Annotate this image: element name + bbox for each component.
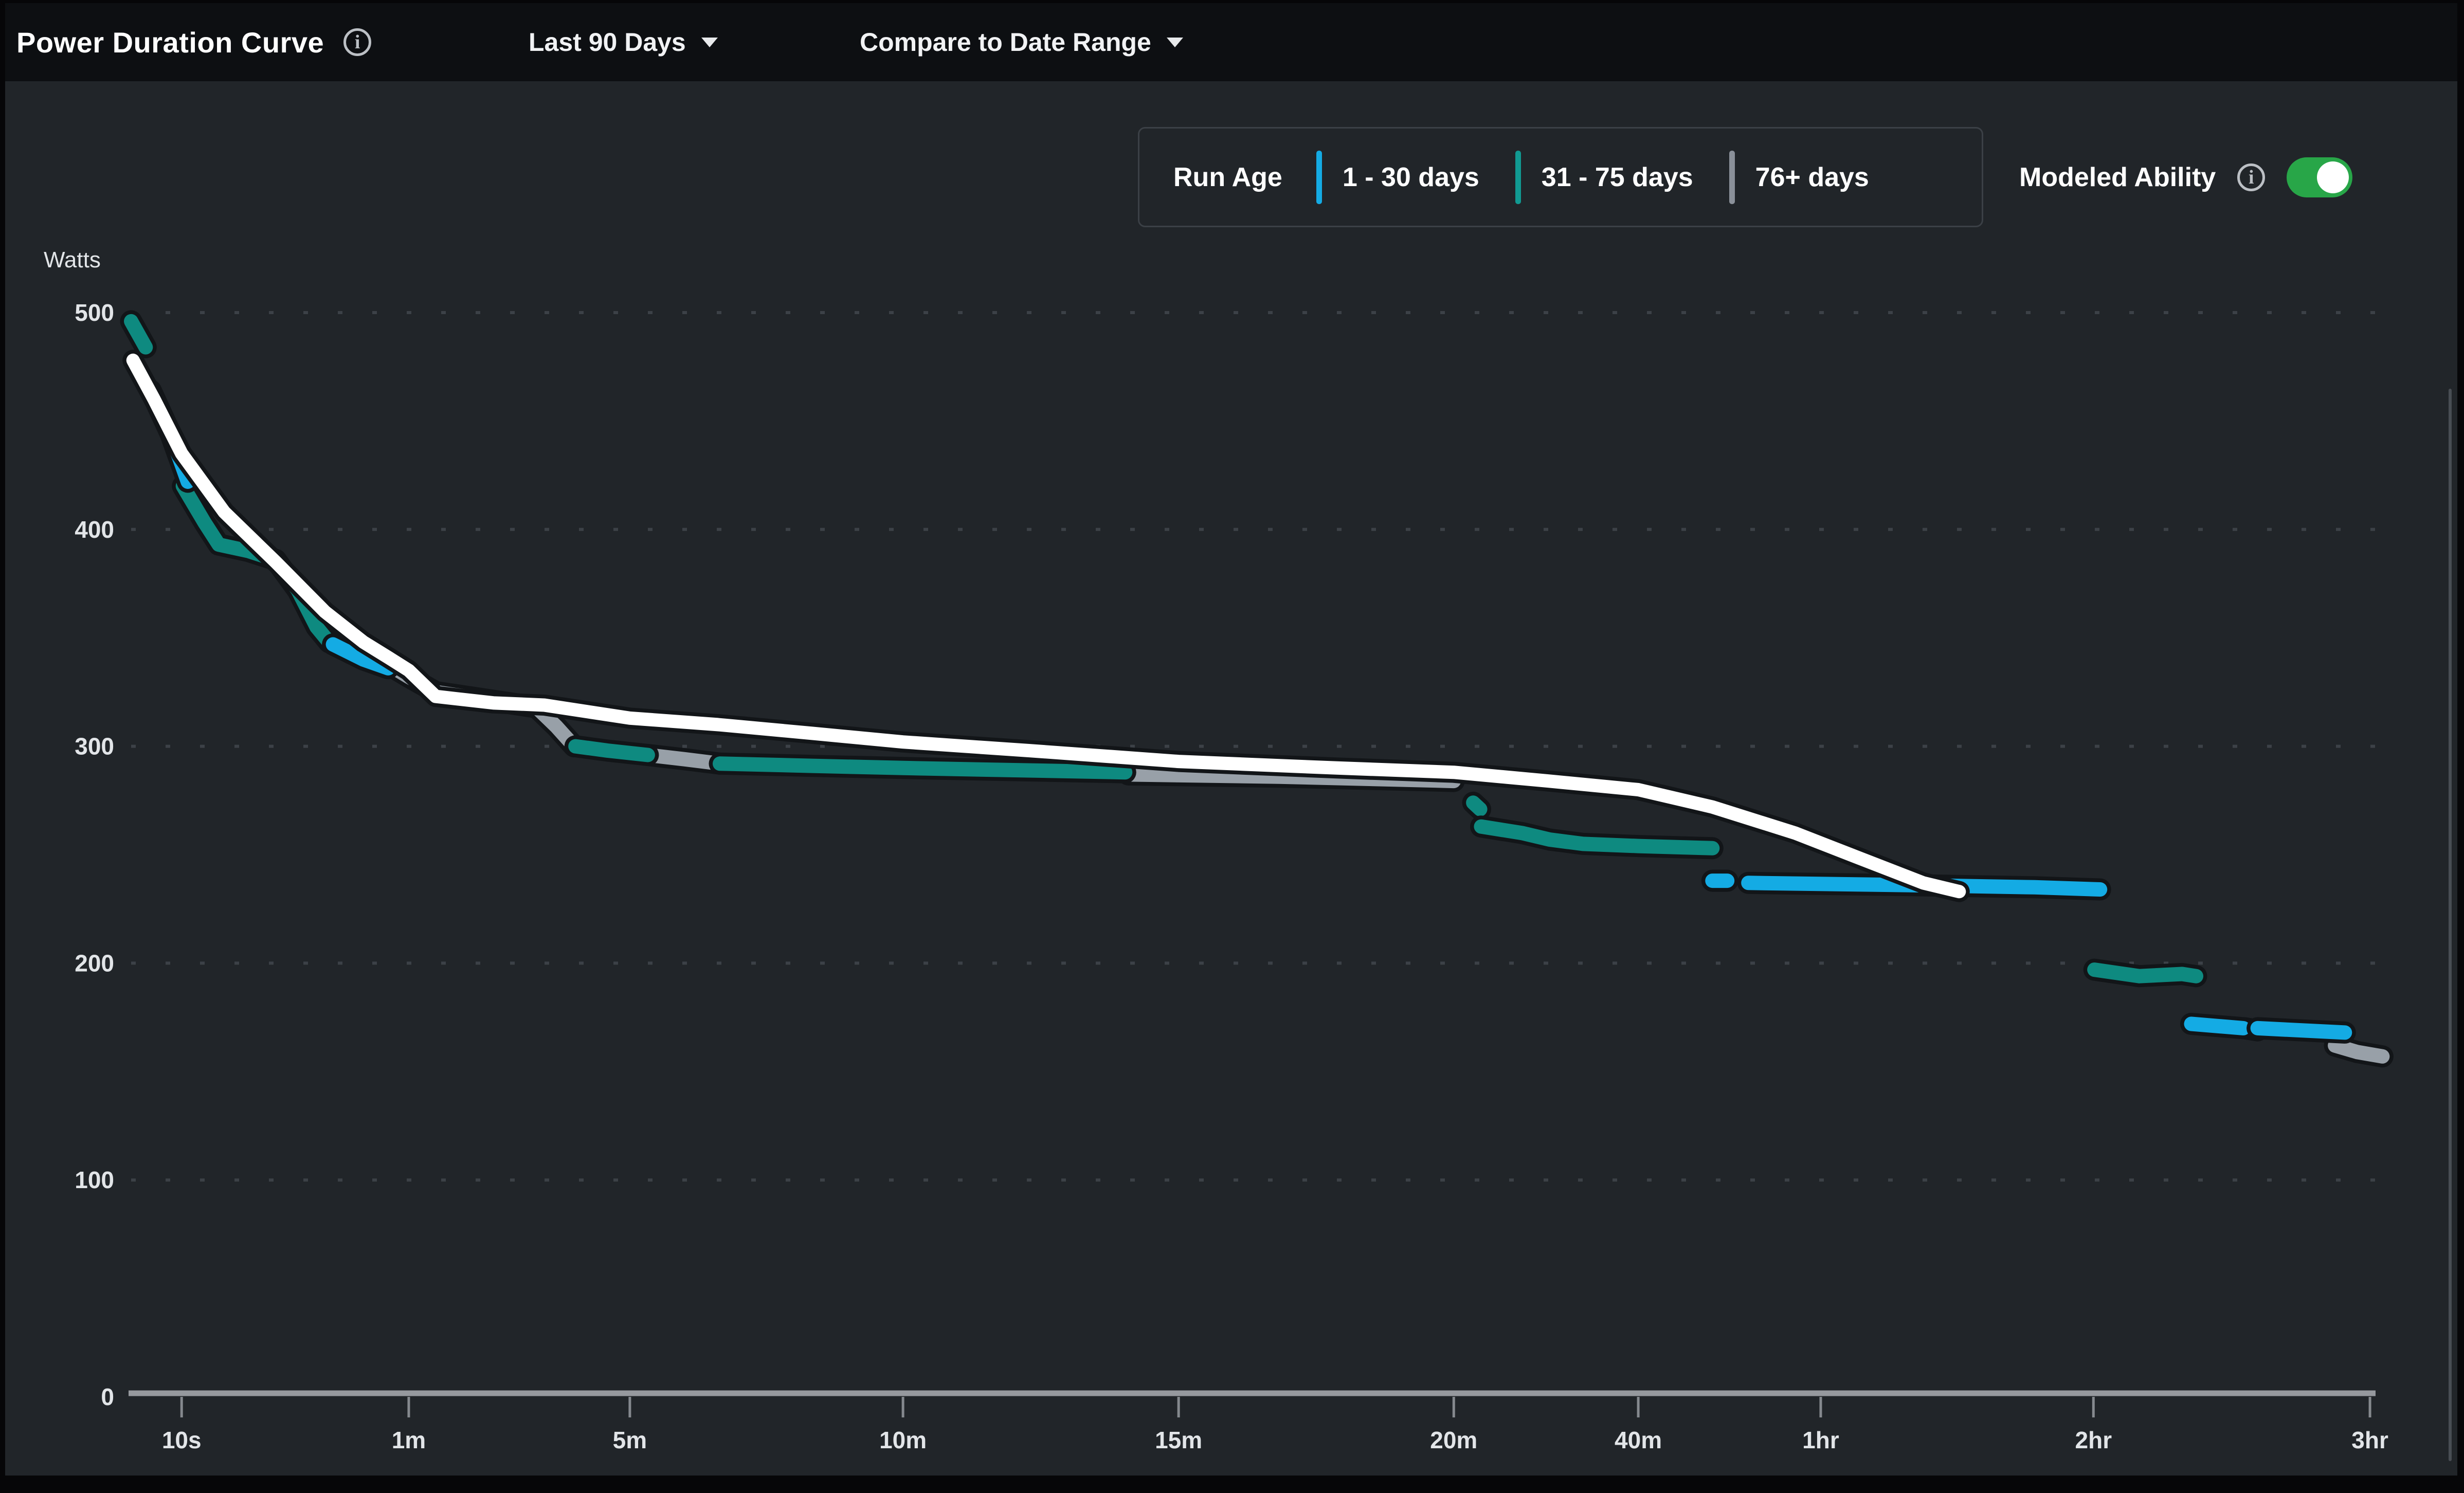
- x-tick-label: 10s: [162, 1427, 202, 1453]
- header-bar: Power Duration Curve i Last 90 Days Comp…: [5, 3, 2457, 81]
- legend-color-bar-blue: [1316, 150, 1322, 204]
- legend-item-label: 31 - 75 days: [1541, 162, 1693, 192]
- scrollbar-thumb[interactable]: [2449, 389, 2452, 1461]
- curve-segment-run-31-75: [2087, 962, 2203, 984]
- legend-item-31-75-days: 31 - 75 days: [1515, 150, 1693, 204]
- y-tick-label: 0: [101, 1383, 114, 1410]
- x-tick-label: 1m: [392, 1427, 426, 1453]
- compare-label: Compare to Date Range: [860, 28, 1151, 57]
- curve-segment-run-76: [2328, 1038, 2390, 1064]
- page-title: Power Duration Curve: [16, 26, 324, 59]
- curve-segment-run-1-30: [1741, 876, 2108, 897]
- x-tick-label: 15m: [1155, 1427, 1202, 1453]
- info-icon[interactable]: i: [2237, 163, 2266, 191]
- legend-box: Run Age 1 - 30 days 31 - 75 days 76+ day…: [1138, 127, 1983, 227]
- curve-segment-run-76: [640, 748, 727, 771]
- power-curve-panel: Power Duration Curve i Last 90 Days Comp…: [5, 3, 2457, 1476]
- y-axis-title: Watts: [44, 247, 101, 272]
- curve-halo-modeled: [122, 350, 1970, 902]
- curve-segment-run-1-30: [2250, 1021, 2352, 1040]
- legend-item-label: 76+ days: [1755, 162, 1869, 192]
- chevron-down-icon: [701, 37, 718, 47]
- legend-item-label: 1 - 30 days: [1342, 162, 1479, 192]
- legend-item-76-days: 76+ days: [1729, 150, 1869, 204]
- x-tick-label: 3hr: [2351, 1427, 2388, 1453]
- compare-date-range-dropdown[interactable]: Compare to Date Range: [860, 3, 1183, 81]
- curve-segment-run-31-75: [1474, 819, 1720, 855]
- x-tick-label: 5m: [613, 1427, 647, 1453]
- curve-segment-modeled: [126, 353, 1966, 899]
- x-tick-label: 40m: [1615, 1427, 1662, 1453]
- modeled-ability-toggle[interactable]: [2287, 157, 2353, 197]
- title-group: Power Duration Curve i: [16, 3, 372, 81]
- y-tick-label: 500: [75, 299, 114, 326]
- curve-segment-run-31-75: [124, 314, 153, 355]
- y-tick-label: 400: [75, 516, 114, 543]
- toggle-knob: [2317, 161, 2349, 193]
- legend-item-1-30-days: 1 - 30 days: [1316, 150, 1479, 204]
- legend-color-bar-teal: [1515, 150, 1521, 204]
- curve-segment-run-1-30: [2184, 1016, 2251, 1035]
- x-tick-label: 1hr: [1802, 1427, 1839, 1453]
- chevron-down-icon: [1166, 37, 1183, 47]
- date-range-dropdown[interactable]: Last 90 Days: [529, 3, 718, 81]
- modeled-ability-label: Modeled Ability: [2019, 162, 2216, 192]
- info-icon[interactable]: i: [343, 28, 372, 56]
- y-tick-label: 300: [75, 733, 114, 760]
- date-range-label: Last 90 Days: [529, 28, 686, 57]
- legend-color-bar-gray: [1729, 150, 1735, 204]
- x-tick-label: 10m: [879, 1427, 927, 1453]
- curve-segment-run-31-75: [568, 739, 655, 762]
- x-tick-label: 20m: [1430, 1427, 1477, 1453]
- y-tick-label: 100: [75, 1167, 114, 1193]
- curve-segment-run-31-75: [713, 756, 1133, 780]
- curve-segment-run-31-75: [1466, 795, 1488, 816]
- x-tick-label: 2hr: [2075, 1427, 2112, 1453]
- curve-segment-run-1-30: [325, 637, 395, 676]
- legend-run-age-label: Run Age: [1173, 162, 1282, 192]
- modeled-ability-control: Modeled Ability i: [2019, 127, 2353, 227]
- y-tick-label: 200: [75, 950, 114, 976]
